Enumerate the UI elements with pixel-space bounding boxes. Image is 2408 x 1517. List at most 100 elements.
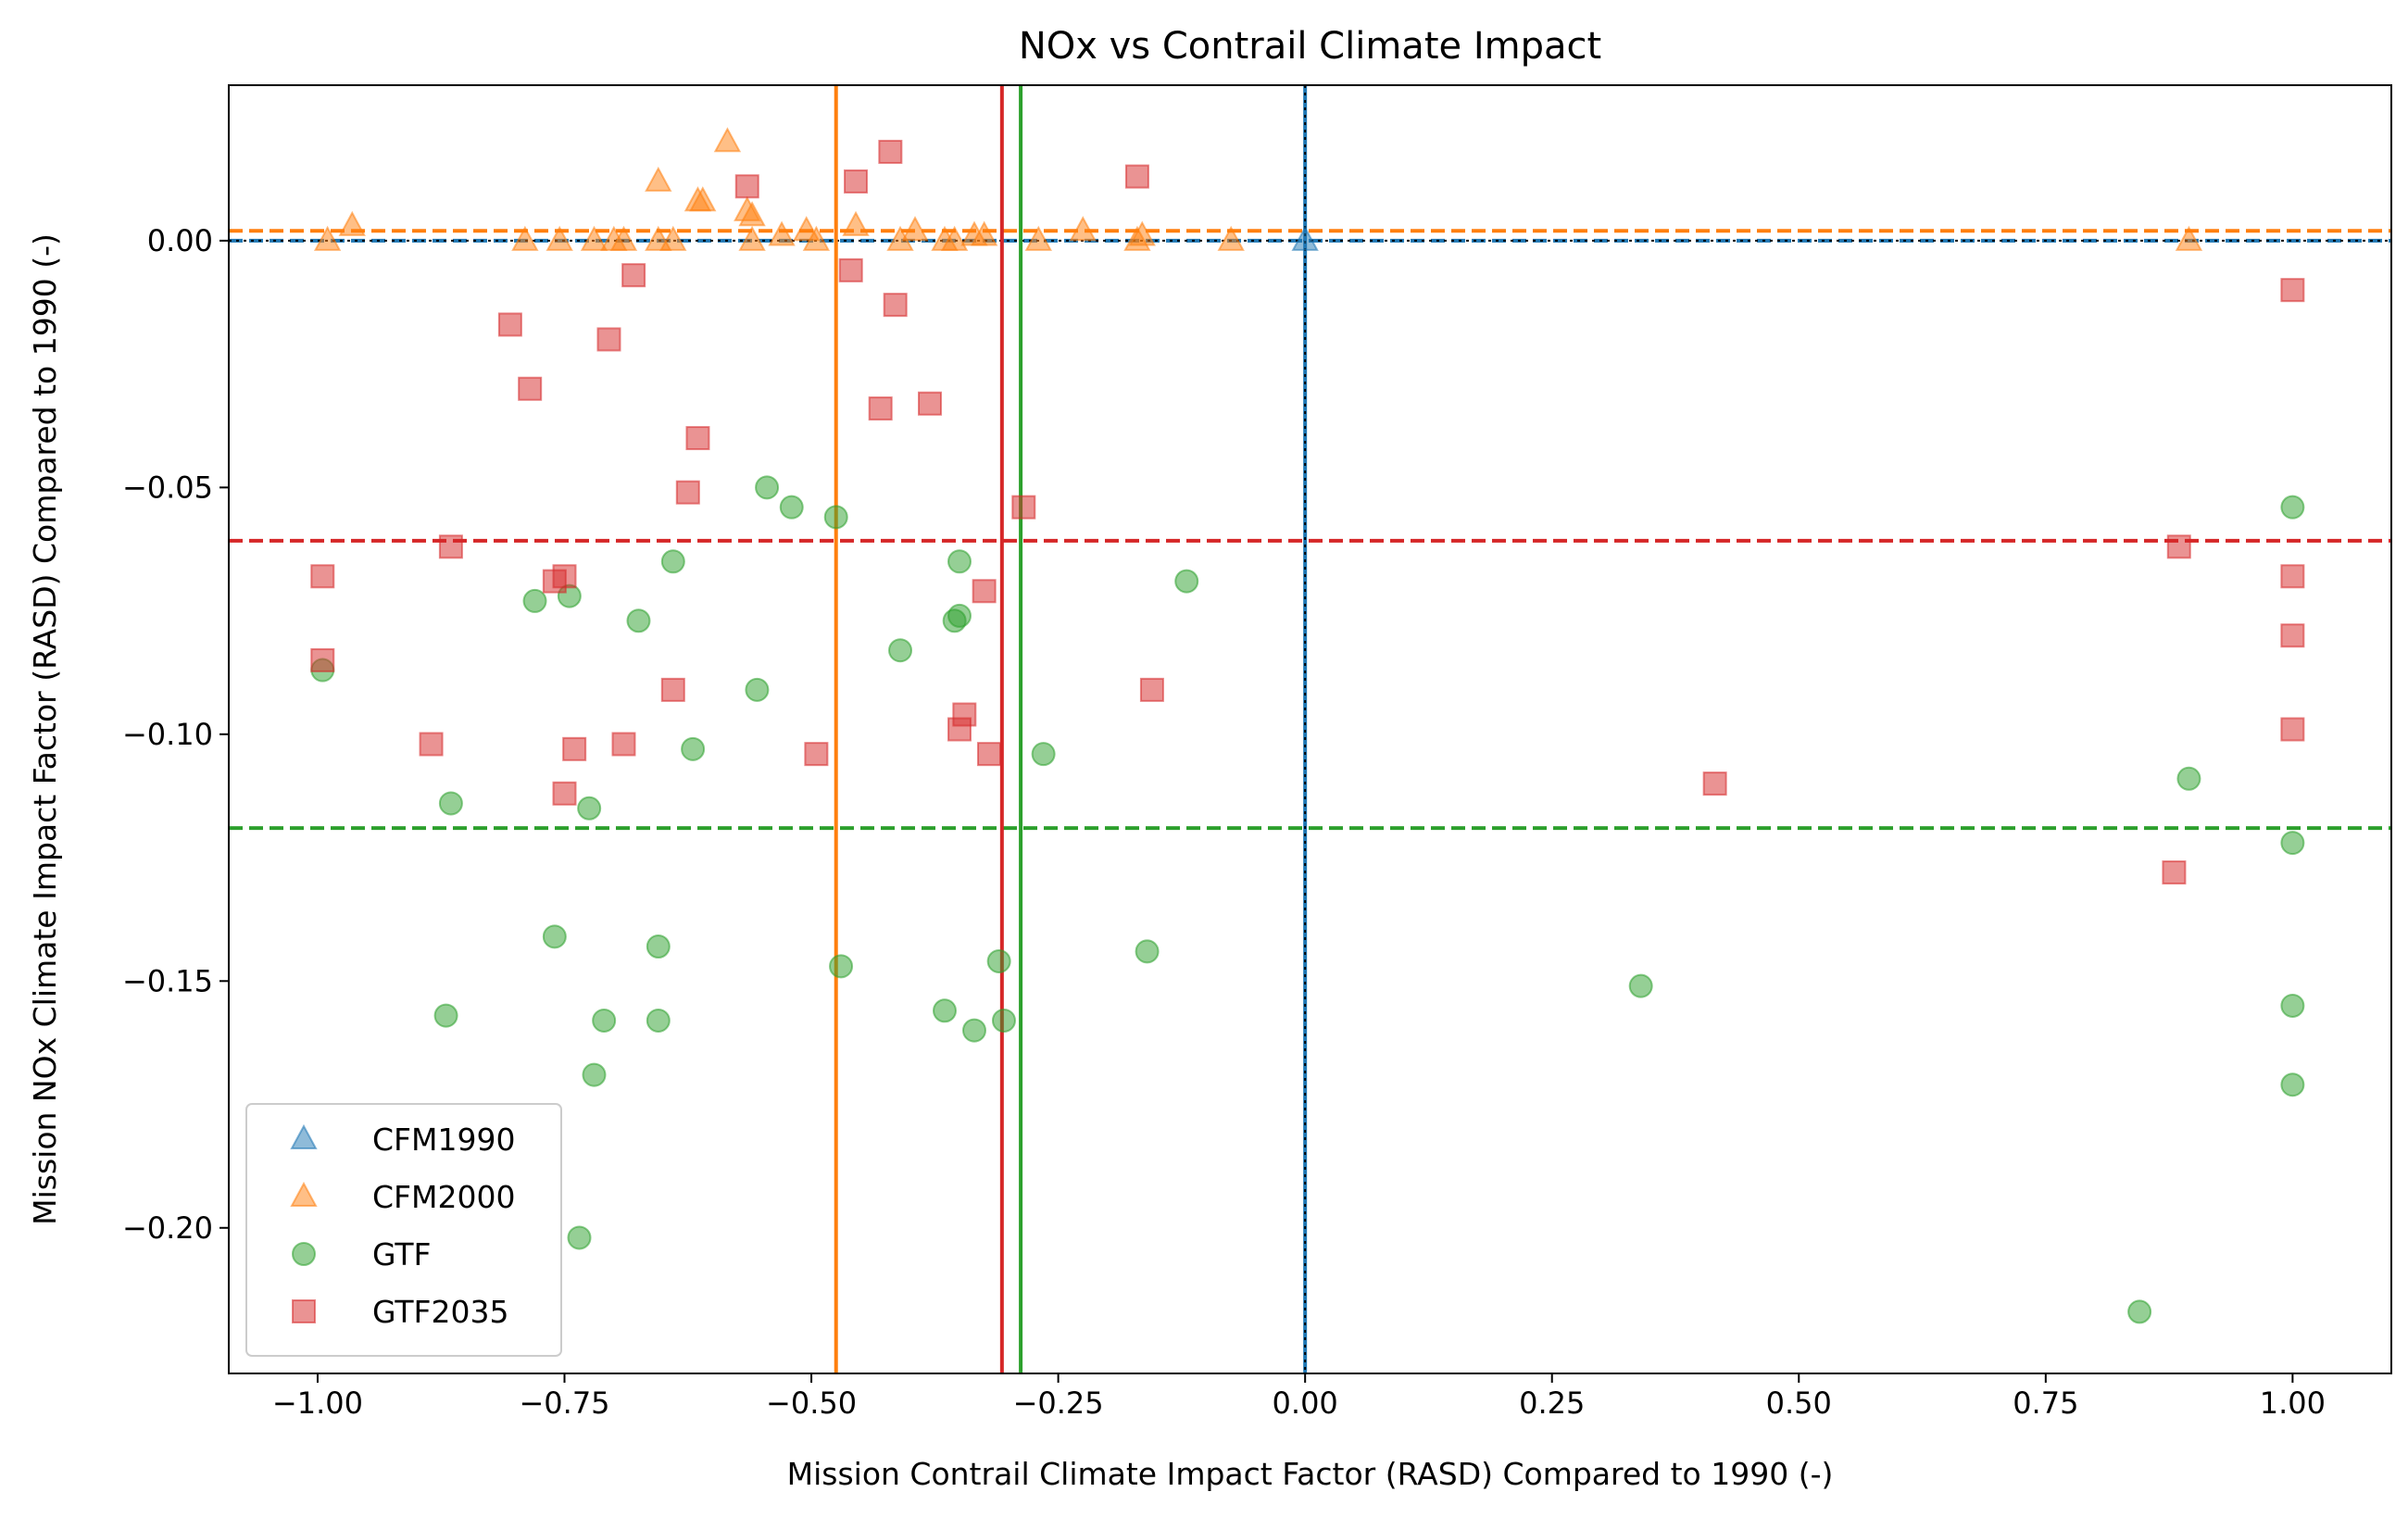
data-point-gtf2035-19 [844, 169, 869, 194]
y-tick-label: −0.10 [122, 717, 213, 752]
legend-label-gtf: GTF [372, 1236, 432, 1273]
data-point-gtf-36 [2280, 993, 2305, 1018]
data-point-gtf-23 [947, 603, 972, 628]
data-point-cfm2000-11 [689, 186, 717, 212]
data-point-gtf2035-23 [918, 391, 943, 416]
legend-marker-cfm1990 [290, 1123, 318, 1149]
data-point-cfm2000-14 [738, 201, 766, 227]
x-tick-label: 0.00 [1273, 1385, 1338, 1421]
data-point-gtf-17 [779, 495, 804, 520]
data-point-gtf2035-7 [552, 564, 577, 589]
y-tick-label: 0.00 [147, 223, 213, 258]
series-cfm2000 [313, 127, 2203, 251]
data-point-gtf-7 [577, 796, 602, 821]
data-point-gtf-14 [681, 736, 706, 761]
data-point-gtf-34 [2280, 495, 2305, 520]
data-point-gtf-25 [961, 1018, 986, 1043]
data-point-gtf2035-32 [2162, 860, 2187, 885]
data-point-gtf2035-35 [2280, 564, 2305, 589]
legend: CFM1990 CFM2000 GTF GTF2035 [245, 1103, 562, 1357]
data-point-gtf2035-21 [878, 139, 903, 164]
data-point-gtf2035-28 [1011, 495, 1036, 520]
y-tick-label: −0.15 [122, 963, 213, 998]
data-point-gtf2035-1 [310, 647, 335, 672]
data-point-cfm2000-8 [659, 225, 687, 251]
data-point-gtf2035-16 [734, 174, 759, 199]
x-tick-label: 0.50 [1766, 1385, 1832, 1421]
data-point-gtf-31 [1628, 973, 1653, 998]
data-point-cfm2000-12 [713, 127, 742, 153]
data-point-gtf2035-9 [562, 736, 587, 761]
data-point-gtf-11 [646, 934, 671, 959]
data-point-gtf-28 [1031, 742, 1056, 767]
data-point-cfm2000-31 [2175, 225, 2203, 251]
data-point-gtf-27 [991, 1008, 1016, 1033]
data-point-cfm2000-25 [970, 220, 998, 246]
x-tick-label: 0.25 [1519, 1385, 1585, 1421]
data-point-cfm2000-18 [802, 225, 831, 251]
data-point-gtf-4 [542, 924, 567, 949]
data-point-cfm2000-1 [338, 210, 366, 236]
data-point-cfm2000-3 [546, 225, 573, 251]
data-point-gtf-33 [2176, 766, 2201, 791]
data-point-gtf-30 [1174, 569, 1199, 594]
series-gtf2035 [310, 139, 2305, 885]
data-point-gtf2035-36 [2280, 623, 2305, 648]
data-point-gtf-16 [745, 677, 770, 702]
data-point-gtf2035-18 [838, 257, 863, 282]
data-point-gtf-2 [438, 791, 463, 816]
data-point-gtf2035-30 [1139, 677, 1164, 702]
data-point-cfm2000-26 [1024, 225, 1052, 251]
data-point-gtf-10 [626, 608, 651, 633]
data-point-gtf2035-33 [2166, 534, 2191, 559]
data-point-gtf2035-17 [804, 742, 829, 767]
data-point-gtf-19 [829, 954, 854, 979]
series-gtf [310, 475, 2305, 1324]
data-point-cfm2000-0 [313, 225, 342, 251]
data-point-gtf2035-27 [976, 742, 1001, 767]
y-tick-label: −0.20 [122, 1210, 213, 1246]
data-point-cfm2000-27 [1069, 216, 1097, 242]
data-point-cfm2000-9 [645, 166, 672, 192]
data-point-gtf2035-37 [2280, 717, 2305, 742]
data-point-cfm2000-6 [609, 225, 638, 251]
data-point-gtf2035-3 [438, 534, 463, 559]
x-axis-label: Mission Contrail Climate Impact Factor (… [787, 1456, 1834, 1492]
x-tick-label: 0.75 [2013, 1385, 2078, 1421]
data-point-gtf2035-25 [952, 702, 977, 727]
data-point-gtf2035-29 [1124, 164, 1149, 189]
data-point-gtf-26 [986, 948, 1011, 973]
data-point-gtf-18 [823, 505, 848, 530]
data-point-gtf2035-8 [552, 781, 577, 806]
data-point-cfm2000-23 [940, 225, 969, 251]
data-point-cfm2000-19 [842, 210, 870, 236]
legend-label-cfm1990: CFM1990 [372, 1122, 515, 1158]
data-point-gtf-6 [567, 1225, 592, 1250]
axes: −1.00 −0.75 −0.50 −0.25 0.00 0.25 0.50 0.75 1.00… [122, 84, 2392, 1421]
axes-frame [228, 84, 2392, 1374]
data-point-gtf2035-31 [1702, 771, 1727, 796]
data-point-cfm2000-15 [738, 225, 766, 251]
data-point-gtf-15 [755, 475, 780, 500]
data-point-gtf-29 [1135, 939, 1160, 964]
x-tick-label: 1.00 [2260, 1385, 2326, 1421]
data-point-gtf2035-14 [675, 480, 700, 505]
data-point-gtf2035-11 [611, 732, 636, 757]
data-point-cfm2000-30 [1217, 225, 1245, 251]
legend-box [245, 1103, 562, 1357]
data-point-cfm1990-0 [1291, 225, 1319, 251]
y-tick-label: −0.05 [122, 470, 213, 505]
legend-marker-cfm2000 [290, 1181, 318, 1207]
data-point-gtf-37 [2280, 1072, 2305, 1097]
data-point-cfm2000-29 [1128, 220, 1156, 246]
data-point-gtf-9 [592, 1008, 617, 1033]
legend-marker-gtf2035 [292, 1299, 316, 1323]
data-point-gtf-32 [2127, 1299, 2152, 1324]
legend-label-cfm2000: CFM2000 [372, 1179, 515, 1215]
data-point-cfm2000-21 [901, 216, 929, 242]
data-point-gtf2035-10 [596, 327, 621, 352]
x-tick-label: −0.25 [1013, 1385, 1104, 1421]
x-tick-label: −0.50 [766, 1385, 857, 1421]
chart-title: NOx vs Contrail Climate Impact [1019, 25, 1601, 68]
series-cfm1990 [1291, 225, 1319, 251]
